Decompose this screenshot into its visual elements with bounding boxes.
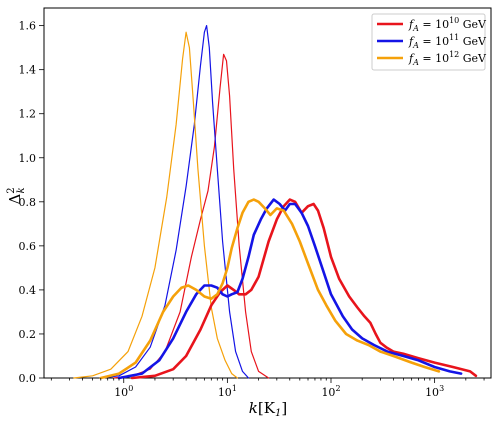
x-tick-label: 103: [425, 384, 444, 399]
series-line-4: [117, 198, 463, 380]
curves: [73, 25, 478, 380]
x-axis-label: k[K1]: [249, 399, 287, 419]
series-line-2: [73, 31, 238, 379]
y-tick-label: 0.8: [19, 196, 37, 209]
series-line-3: [130, 198, 478, 380]
y-tick-label: 1.4: [19, 64, 37, 77]
legend-label-0: fA = 1010 GeV: [408, 16, 487, 33]
plot-frame: [43, 7, 492, 379]
y-tick-label: 0.0: [19, 372, 37, 385]
y-tick-label: 0.4: [19, 284, 37, 297]
y-tick-label: 0.6: [19, 240, 37, 253]
x-tick-label: 102: [321, 384, 340, 399]
y-tick-label: 1.6: [19, 20, 37, 33]
x-axis-ticks: 100 101 102 103: [50, 378, 485, 399]
legend-box: [371, 13, 486, 71]
x-tick-label: 100: [114, 384, 133, 399]
legend-label-2: fA = 1012 GeV: [408, 50, 487, 67]
y-tick-label: 1.0: [19, 152, 37, 165]
series-line-5: [99, 198, 441, 380]
y-tick-label: 0.2: [19, 328, 37, 341]
y-axis-label: Δ2k: [6, 187, 27, 204]
legend-label-1: fA = 1011 GeV: [408, 33, 487, 50]
x-tick-label: 101: [218, 384, 237, 399]
y-tick-label: 1.2: [19, 108, 37, 121]
series-line-1: [100, 25, 250, 379]
y-axis-ticks: 0.0 0.2 0.4 0.6 0.8 1.0 1.2 1.4 1.6: [19, 20, 44, 385]
